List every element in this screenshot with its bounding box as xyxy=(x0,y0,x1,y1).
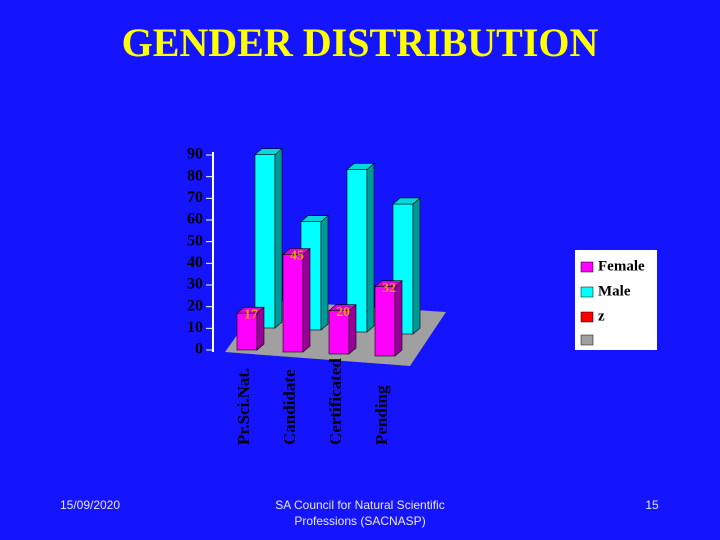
bar-top xyxy=(236,306,265,314)
bar xyxy=(282,247,311,353)
data-label: 20 xyxy=(336,305,350,320)
x-tick-label: Candidate xyxy=(280,369,299,445)
y-tick-label: 50 xyxy=(187,232,203,249)
data-label: 45 xyxy=(290,249,304,264)
data-label: 17 xyxy=(244,307,258,322)
x-tick-label: Pending xyxy=(372,385,391,445)
legend-swatch xyxy=(580,261,594,273)
bar-front xyxy=(374,286,396,357)
bar xyxy=(374,280,403,357)
x-tick-label: Certificated xyxy=(326,358,345,445)
footer-page: 15 xyxy=(645,498,659,512)
bar-side xyxy=(274,148,283,329)
legend-swatch xyxy=(580,286,594,298)
y-tick-label: 60 xyxy=(187,211,203,228)
y-tick-label: 20 xyxy=(187,297,203,314)
y-tick-label: 80 xyxy=(187,167,203,184)
chart-title: GENDER DISTRIBUTION xyxy=(122,20,599,65)
bar-side xyxy=(320,215,329,331)
bar-front xyxy=(254,154,276,329)
y-tick-label: 70 xyxy=(187,189,203,206)
bar-side xyxy=(394,280,403,357)
data-label: 32 xyxy=(382,281,396,296)
legend-label: Female xyxy=(598,258,645,274)
bar-side xyxy=(412,197,421,335)
legend-swatch xyxy=(580,311,594,323)
bar-side xyxy=(348,304,357,355)
y-tick-label: 40 xyxy=(187,254,203,271)
y-tick-label: 10 xyxy=(187,319,203,336)
y-tick-label: 30 xyxy=(187,276,203,293)
bar-side xyxy=(256,306,265,351)
bar xyxy=(328,304,357,355)
y-tick-label: 90 xyxy=(187,146,203,163)
bar-side xyxy=(302,247,311,353)
bar-top xyxy=(374,280,403,287)
footer-org: SA Council for Natural Scientific xyxy=(275,498,444,512)
bar-top xyxy=(254,148,283,155)
x-tick-label: Pr.Sci.Nat. xyxy=(234,368,253,445)
y-tick-label: 0 xyxy=(195,341,203,358)
legend-label: Male xyxy=(598,283,631,299)
bar xyxy=(346,162,375,333)
bar-side xyxy=(366,162,375,333)
bar xyxy=(236,306,265,351)
bar-top xyxy=(346,163,375,170)
bar xyxy=(254,148,283,329)
bar-top xyxy=(392,197,421,205)
bar-top xyxy=(328,304,357,311)
footer-date: 15/09/2020 xyxy=(60,498,120,512)
legend-label: z xyxy=(598,308,605,324)
footer-org: Professions (SACNASP) xyxy=(294,514,425,528)
bar-top xyxy=(300,215,329,222)
bar-front xyxy=(282,254,304,353)
bar-top xyxy=(282,248,311,255)
legend-swatch xyxy=(580,334,594,346)
